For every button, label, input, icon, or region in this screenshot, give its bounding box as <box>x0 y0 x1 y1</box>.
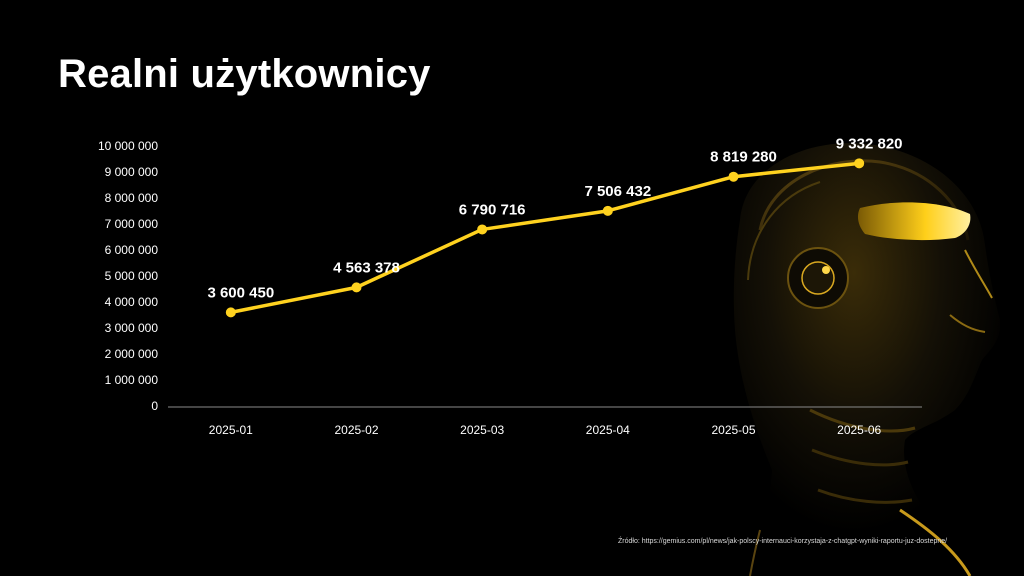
source-note: Źródło: https://gemius.com/pl/news/jak-p… <box>618 538 948 545</box>
data-label: 7 506 432 <box>584 183 651 200</box>
data-point <box>225 307 236 318</box>
data-point <box>477 224 488 235</box>
data-label: 3 600 450 <box>207 284 274 301</box>
y-tick-label: 3 000 000 <box>105 321 159 335</box>
y-tick-label: 0 <box>151 399 158 413</box>
robot-illustration <box>733 143 1001 576</box>
y-tick-label: 6 000 000 <box>105 243 159 257</box>
y-tick-label: 7 000 000 <box>105 217 159 231</box>
x-tick-label: 2025-05 <box>711 423 755 437</box>
x-tick-label: 2025-02 <box>334 423 378 437</box>
data-point <box>854 158 865 169</box>
x-tick-label: 2025-04 <box>586 423 630 437</box>
y-tick-label: 9 000 000 <box>105 165 159 179</box>
series-line <box>229 161 861 315</box>
data-label: 8 819 280 <box>710 149 777 166</box>
x-tick-label: 2025-03 <box>460 423 504 437</box>
x-tick-label: 2025-01 <box>209 423 253 437</box>
y-tick-label: 1 000 000 <box>105 373 159 387</box>
y-tick-label: 8 000 000 <box>105 191 159 205</box>
x-tick-label: 2025-06 <box>837 423 881 437</box>
data-point <box>728 171 739 182</box>
data-point <box>351 282 362 293</box>
data-label: 4 563 378 <box>333 259 400 276</box>
data-point <box>602 205 613 216</box>
y-tick-label: 5 000 000 <box>105 269 159 283</box>
y-tick-label: 2 000 000 <box>105 347 159 361</box>
y-tick-label: 10 000 000 <box>98 139 158 153</box>
data-label: 9 332 820 <box>836 135 903 152</box>
data-label: 6 790 716 <box>459 201 526 218</box>
y-tick-label: 4 000 000 <box>105 295 159 309</box>
slide-title: Realni użytkownicy <box>58 52 431 96</box>
